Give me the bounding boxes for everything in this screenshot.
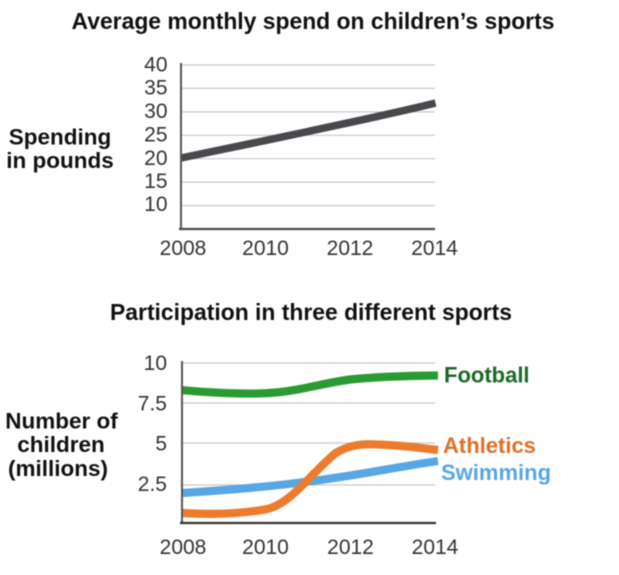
svg-text:2012: 2012 <box>327 237 374 260</box>
svg-text:in pounds: in pounds <box>6 148 113 173</box>
svg-text:Spending: Spending <box>9 125 112 150</box>
svg-text:20: 20 <box>144 147 167 170</box>
svg-text:Participation in three differe: Participation in three different sports <box>110 299 512 325</box>
svg-text:35: 35 <box>144 77 167 100</box>
svg-text:40: 40 <box>144 53 167 76</box>
svg-text:10: 10 <box>144 352 167 375</box>
svg-text:7.5: 7.5 <box>138 392 167 415</box>
svg-text:2008: 2008 <box>160 237 207 260</box>
svg-text:Number of: Number of <box>5 409 118 434</box>
svg-text:2008: 2008 <box>160 536 207 559</box>
svg-text:10: 10 <box>144 193 167 216</box>
svg-text:Athletics: Athletics <box>443 433 536 458</box>
svg-text:(millions): (millions) <box>8 456 108 481</box>
svg-text:25: 25 <box>144 123 167 146</box>
svg-text:5: 5 <box>155 432 167 455</box>
svg-text:2010: 2010 <box>242 536 289 559</box>
svg-text:2014: 2014 <box>411 237 458 260</box>
svg-text:2.5: 2.5 <box>138 473 167 496</box>
svg-text:Swimming: Swimming <box>441 460 551 485</box>
svg-text:2014: 2014 <box>412 536 459 559</box>
svg-text:2010: 2010 <box>242 237 289 260</box>
svg-text:Football: Football <box>444 363 530 388</box>
svg-text:15: 15 <box>144 170 167 193</box>
svg-text:30: 30 <box>144 100 167 123</box>
svg-text:children: children <box>17 432 105 457</box>
svg-text:2012: 2012 <box>327 536 374 559</box>
svg-text:Average monthly spend on child: Average monthly spend on children’s spor… <box>72 8 555 34</box>
